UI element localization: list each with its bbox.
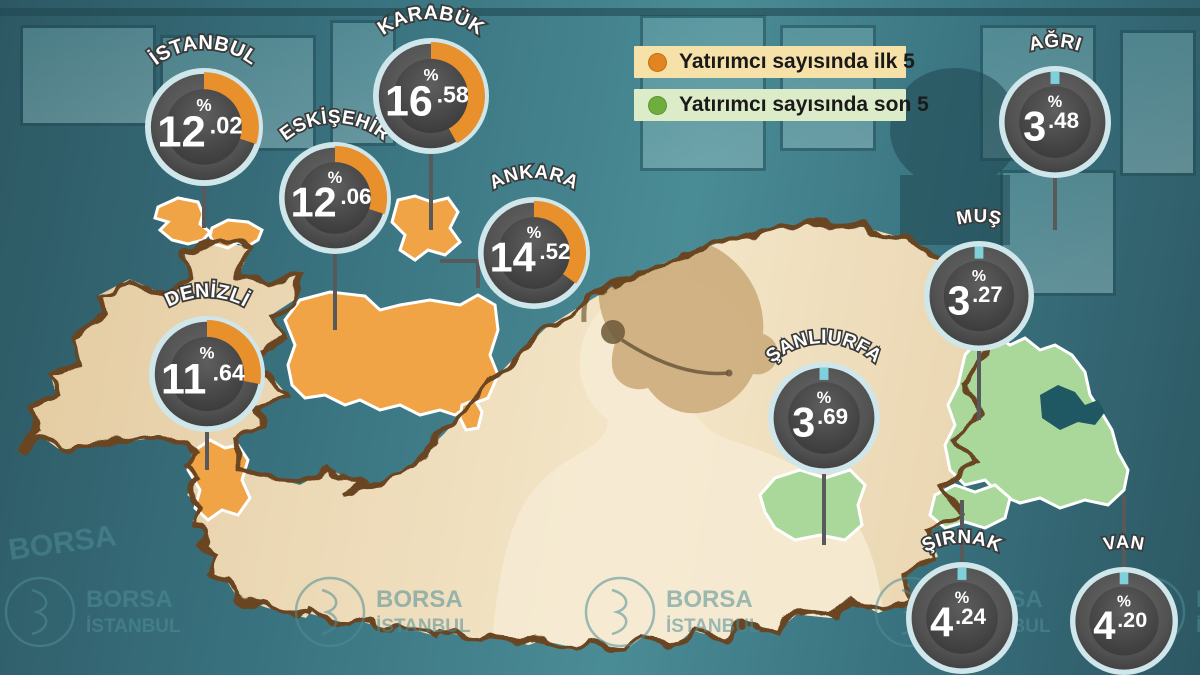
svg-text:4: 4 (930, 599, 953, 646)
svg-text:4: 4 (1093, 604, 1115, 648)
svg-text:.02: .02 (210, 114, 243, 140)
svg-text:AĞRI: AĞRI (1027, 30, 1084, 56)
svg-text:.64: .64 (213, 359, 245, 385)
svg-text:.48: .48 (1048, 108, 1079, 133)
svg-text:ANKARA: ANKARA (486, 162, 582, 194)
svg-text:.20: .20 (1117, 607, 1147, 632)
svg-text:16: 16 (385, 77, 433, 125)
svg-text:.06: .06 (340, 184, 371, 209)
svg-text:.52: .52 (539, 239, 570, 264)
svg-text:14: 14 (490, 234, 536, 281)
svg-text:KARABÜK: KARABÜK (374, 2, 489, 40)
svg-text:3: 3 (948, 277, 971, 323)
svg-text:VAN: VAN (1102, 531, 1147, 554)
svg-text:MUŞ: MUŞ (955, 205, 1004, 229)
svg-text:.24: .24 (955, 604, 987, 629)
svg-text:DENİZLİ: DENİZLİ (162, 279, 254, 312)
svg-text:ŞANLIURFA: ŞANLIURFA (762, 327, 885, 367)
svg-text:.27: .27 (972, 282, 1003, 307)
svg-text:11: 11 (161, 355, 206, 403)
svg-text:12: 12 (157, 108, 206, 157)
svg-text:.69: .69 (817, 404, 848, 429)
svg-text:.58: .58 (437, 81, 469, 107)
svg-text:3: 3 (792, 399, 815, 446)
svg-text:12: 12 (291, 179, 337, 226)
svg-text:İSTANBUL: İSTANBUL (145, 32, 262, 70)
svg-text:3: 3 (1023, 103, 1046, 150)
